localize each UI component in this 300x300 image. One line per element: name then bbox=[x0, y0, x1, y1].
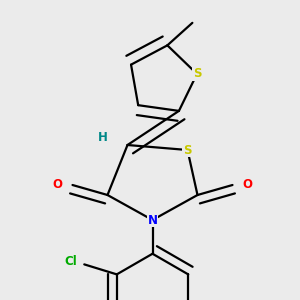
Text: S: S bbox=[183, 143, 192, 157]
Text: Cl: Cl bbox=[64, 255, 77, 268]
Text: O: O bbox=[52, 178, 62, 191]
Text: H: H bbox=[98, 131, 107, 144]
Text: O: O bbox=[242, 178, 253, 191]
Text: S: S bbox=[193, 68, 201, 80]
Text: N: N bbox=[148, 214, 158, 226]
